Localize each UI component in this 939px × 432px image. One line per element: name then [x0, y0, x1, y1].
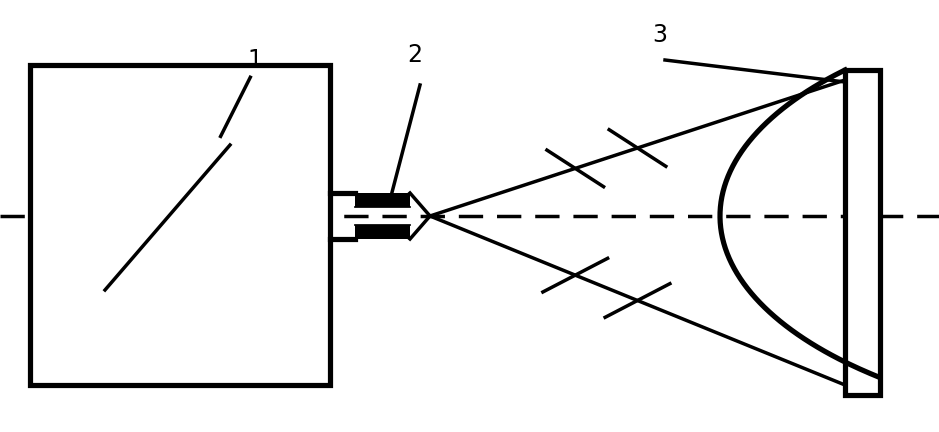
Text: 3: 3 [653, 23, 668, 47]
Bar [845, 70, 880, 395]
Bar [355, 225, 410, 239]
Text: 2: 2 [408, 43, 423, 67]
Bar [355, 193, 410, 207]
Bar [30, 65, 330, 385]
Text: 1: 1 [248, 48, 262, 72]
